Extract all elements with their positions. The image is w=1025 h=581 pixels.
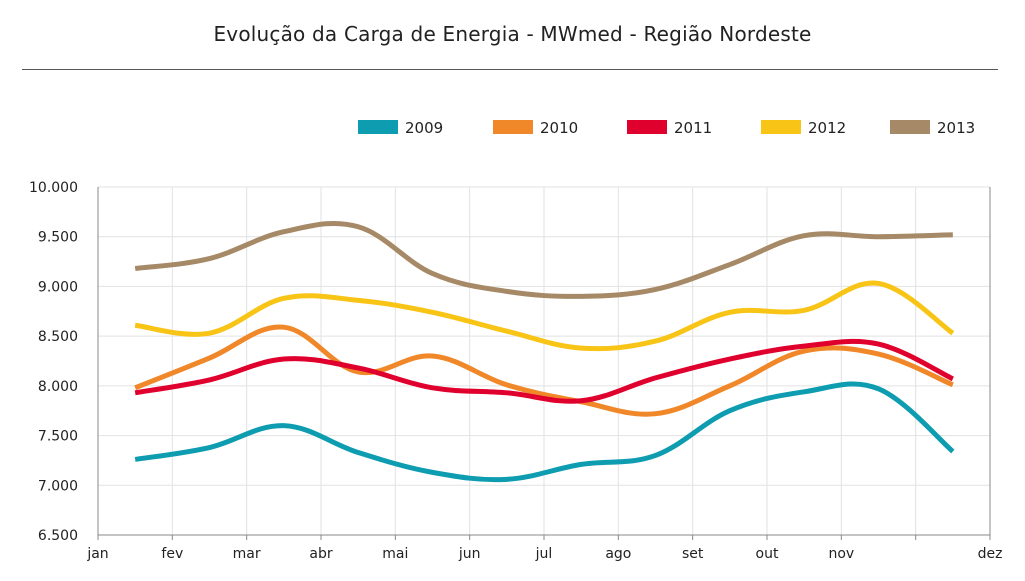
y-tick-label: 10.000 bbox=[29, 180, 78, 196]
chart-legend: 2009 2010 2011 2012 2013 bbox=[358, 119, 975, 137]
x-tick-label: fev bbox=[161, 546, 183, 562]
legend-swatch-2010 bbox=[493, 120, 533, 134]
y-axis-ticks: 6.500 7.000 7.500 8.000 8.500 9.000 9.500 10.00… bbox=[29, 180, 78, 544]
y-tick-label: 8.000 bbox=[38, 379, 78, 395]
chart-grid bbox=[97, 186, 991, 536]
chart-title: Evolução da Carga de Energia - MWmed - R… bbox=[213, 22, 812, 46]
legend-swatch-2012 bbox=[761, 120, 801, 134]
x-axis-ticks: jan fev mar abr mai jun jul ago set out nov dez bbox=[86, 535, 1002, 562]
y-tick-label: 7.000 bbox=[38, 478, 78, 494]
y-tick-label: 9.500 bbox=[38, 230, 78, 246]
series-line-2009 bbox=[134, 381, 955, 483]
legend-swatch-2011 bbox=[627, 120, 667, 134]
legend-swatch-2009 bbox=[358, 120, 398, 134]
series-line-2011 bbox=[134, 338, 954, 404]
series-line-2012 bbox=[134, 280, 955, 352]
legend-label-2012: 2012 bbox=[808, 119, 846, 137]
x-tick-label: dez bbox=[978, 546, 1003, 562]
legend-swatch-2013 bbox=[890, 120, 930, 134]
x-tick-label: out bbox=[756, 546, 779, 562]
y-tick-label: 8.500 bbox=[38, 329, 78, 345]
legend-label-2009: 2009 bbox=[405, 119, 443, 137]
x-tick-label: set bbox=[682, 546, 704, 562]
series-line-2010 bbox=[134, 324, 954, 417]
x-tick-label: jun bbox=[458, 546, 481, 562]
x-tick-label: jan bbox=[86, 546, 108, 562]
series-line-2013 bbox=[134, 220, 953, 299]
x-tick-label: abr bbox=[309, 546, 332, 562]
y-tick-label: 6.500 bbox=[38, 528, 78, 544]
x-tick-label: mar bbox=[233, 546, 261, 562]
legend-label-2010: 2010 bbox=[540, 119, 578, 137]
y-tick-label: 9.000 bbox=[38, 279, 78, 295]
legend-label-2013: 2013 bbox=[937, 119, 975, 137]
legend-label-2011: 2011 bbox=[674, 119, 712, 137]
chart-series bbox=[134, 220, 955, 483]
title-divider bbox=[22, 69, 998, 70]
x-tick-label: mai bbox=[382, 546, 408, 562]
x-tick-label: ago bbox=[605, 546, 631, 562]
x-tick-label: nov bbox=[828, 546, 854, 562]
y-tick-label: 7.500 bbox=[38, 429, 78, 445]
x-tick-label: jul bbox=[535, 546, 553, 562]
